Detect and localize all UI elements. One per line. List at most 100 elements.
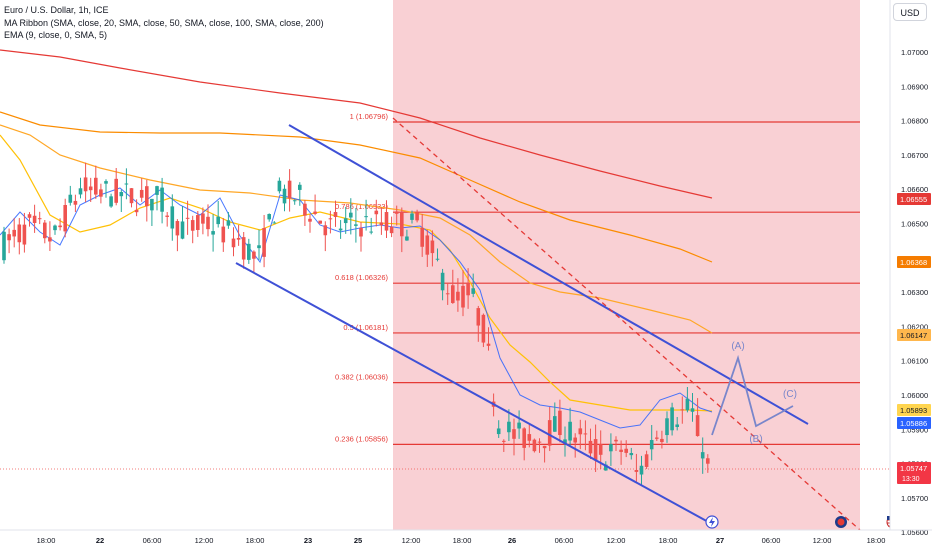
- candle[interactable]: [420, 214, 424, 257]
- candle[interactable]: [558, 399, 562, 443]
- candle[interactable]: [323, 221, 328, 252]
- candle[interactable]: [354, 207, 358, 243]
- candle[interactable]: [507, 409, 511, 441]
- candle[interactable]: [165, 212, 169, 227]
- candle[interactable]: [476, 305, 481, 342]
- candle[interactable]: [471, 273, 475, 298]
- candle[interactable]: [114, 168, 118, 206]
- candle[interactable]: [639, 455, 644, 486]
- candle[interactable]: [134, 199, 139, 217]
- candle[interactable]: [27, 212, 32, 227]
- projection-dashed-line[interactable]: [392, 117, 861, 531]
- candle[interactable]: [58, 218, 62, 231]
- candle[interactable]: [389, 216, 394, 238]
- candle[interactable]: [185, 200, 190, 235]
- symbol-title[interactable]: Euro / U.S. Dollar, 1h, ICE: [4, 5, 109, 15]
- candle[interactable]: [527, 424, 532, 448]
- candle[interactable]: [695, 398, 700, 437]
- candle[interactable]: [150, 198, 154, 227]
- candle[interactable]: [2, 226, 6, 264]
- candle[interactable]: [394, 205, 399, 226]
- candle[interactable]: [706, 454, 710, 473]
- candle[interactable]: [644, 450, 649, 469]
- candle[interactable]: [247, 238, 251, 264]
- price-axis[interactable]: 1.070001.069001.068001.067001.066001.065…: [889, 0, 932, 537]
- candle[interactable]: [180, 206, 185, 240]
- candle[interactable]: [129, 187, 134, 208]
- candle[interactable]: [578, 419, 583, 450]
- candle[interactable]: [328, 210, 333, 234]
- candle[interactable]: [690, 393, 695, 422]
- candle[interactable]: [12, 218, 16, 248]
- candle[interactable]: [634, 453, 639, 482]
- candle[interactable]: [282, 184, 287, 212]
- candle[interactable]: [170, 194, 175, 241]
- candle[interactable]: [252, 250, 256, 272]
- candle[interactable]: [22, 212, 27, 253]
- candle[interactable]: [440, 268, 445, 301]
- candle[interactable]: [221, 218, 226, 252]
- channel-lower-line[interactable]: [235, 262, 713, 525]
- candle[interactable]: [466, 268, 470, 309]
- time-axis[interactable]: 18:00 22 06:00 12:00 18:00 23 25 12:00 18:00 26 06…: [0, 529, 932, 550]
- candle[interactable]: [262, 214, 266, 268]
- wave-projection[interactable]: (A) (B) (C): [711, 341, 797, 445]
- candle[interactable]: [425, 229, 430, 267]
- candle[interactable]: [451, 269, 455, 304]
- candle[interactable]: [410, 210, 414, 224]
- candle[interactable]: [277, 177, 282, 194]
- candle[interactable]: [236, 224, 241, 246]
- candle[interactable]: [415, 209, 419, 223]
- candle[interactable]: [272, 221, 277, 224]
- candle[interactable]: [359, 222, 363, 252]
- candle[interactable]: [537, 438, 542, 453]
- candle[interactable]: [318, 220, 322, 224]
- candle[interactable]: [496, 420, 501, 438]
- ma-ribbon-indicator[interactable]: MA Ribbon (SMA, close, 20, SMA, close, 5…: [4, 17, 324, 28]
- candle[interactable]: [649, 425, 654, 461]
- candle[interactable]: [43, 219, 47, 244]
- candle[interactable]: [37, 211, 42, 225]
- candle[interactable]: [298, 182, 302, 206]
- candle[interactable]: [614, 436, 618, 452]
- candle[interactable]: [257, 229, 261, 260]
- candle[interactable]: [588, 428, 593, 459]
- candle[interactable]: [88, 177, 93, 202]
- candle[interactable]: [73, 194, 78, 212]
- candle[interactable]: [206, 204, 210, 237]
- candle[interactable]: [201, 207, 205, 235]
- candle[interactable]: [486, 327, 491, 351]
- candle[interactable]: [155, 185, 159, 211]
- candle[interactable]: [7, 228, 11, 254]
- descending-channel[interactable]: [235, 117, 861, 531]
- candle[interactable]: [119, 189, 124, 213]
- candle[interactable]: [231, 227, 236, 257]
- candle[interactable]: [568, 407, 572, 446]
- candle[interactable]: [287, 169, 292, 212]
- candle[interactable]: [216, 200, 220, 228]
- candle[interactable]: [517, 410, 521, 439]
- candle[interactable]: [124, 168, 129, 200]
- candle[interactable]: [303, 200, 307, 226]
- candle[interactable]: [349, 198, 353, 235]
- candle[interactable]: [333, 200, 338, 227]
- candle[interactable]: [624, 440, 628, 458]
- candle[interactable]: [481, 313, 486, 348]
- candle[interactable]: [430, 230, 435, 267]
- candle[interactable]: [532, 438, 537, 453]
- currency-button[interactable]: USD: [893, 3, 927, 21]
- candle[interactable]: [670, 402, 674, 436]
- candle[interactable]: [573, 433, 577, 458]
- candle[interactable]: [619, 440, 623, 465]
- candle[interactable]: [456, 278, 460, 312]
- candle[interactable]: [553, 402, 557, 432]
- candle[interactable]: [241, 232, 246, 269]
- wave-path[interactable]: [711, 354, 794, 436]
- candlestick-series[interactable]: [2, 162, 710, 486]
- candle[interactable]: [655, 430, 659, 441]
- candle[interactable]: [680, 396, 685, 424]
- candle[interactable]: [68, 185, 73, 206]
- candle[interactable]: [338, 220, 343, 239]
